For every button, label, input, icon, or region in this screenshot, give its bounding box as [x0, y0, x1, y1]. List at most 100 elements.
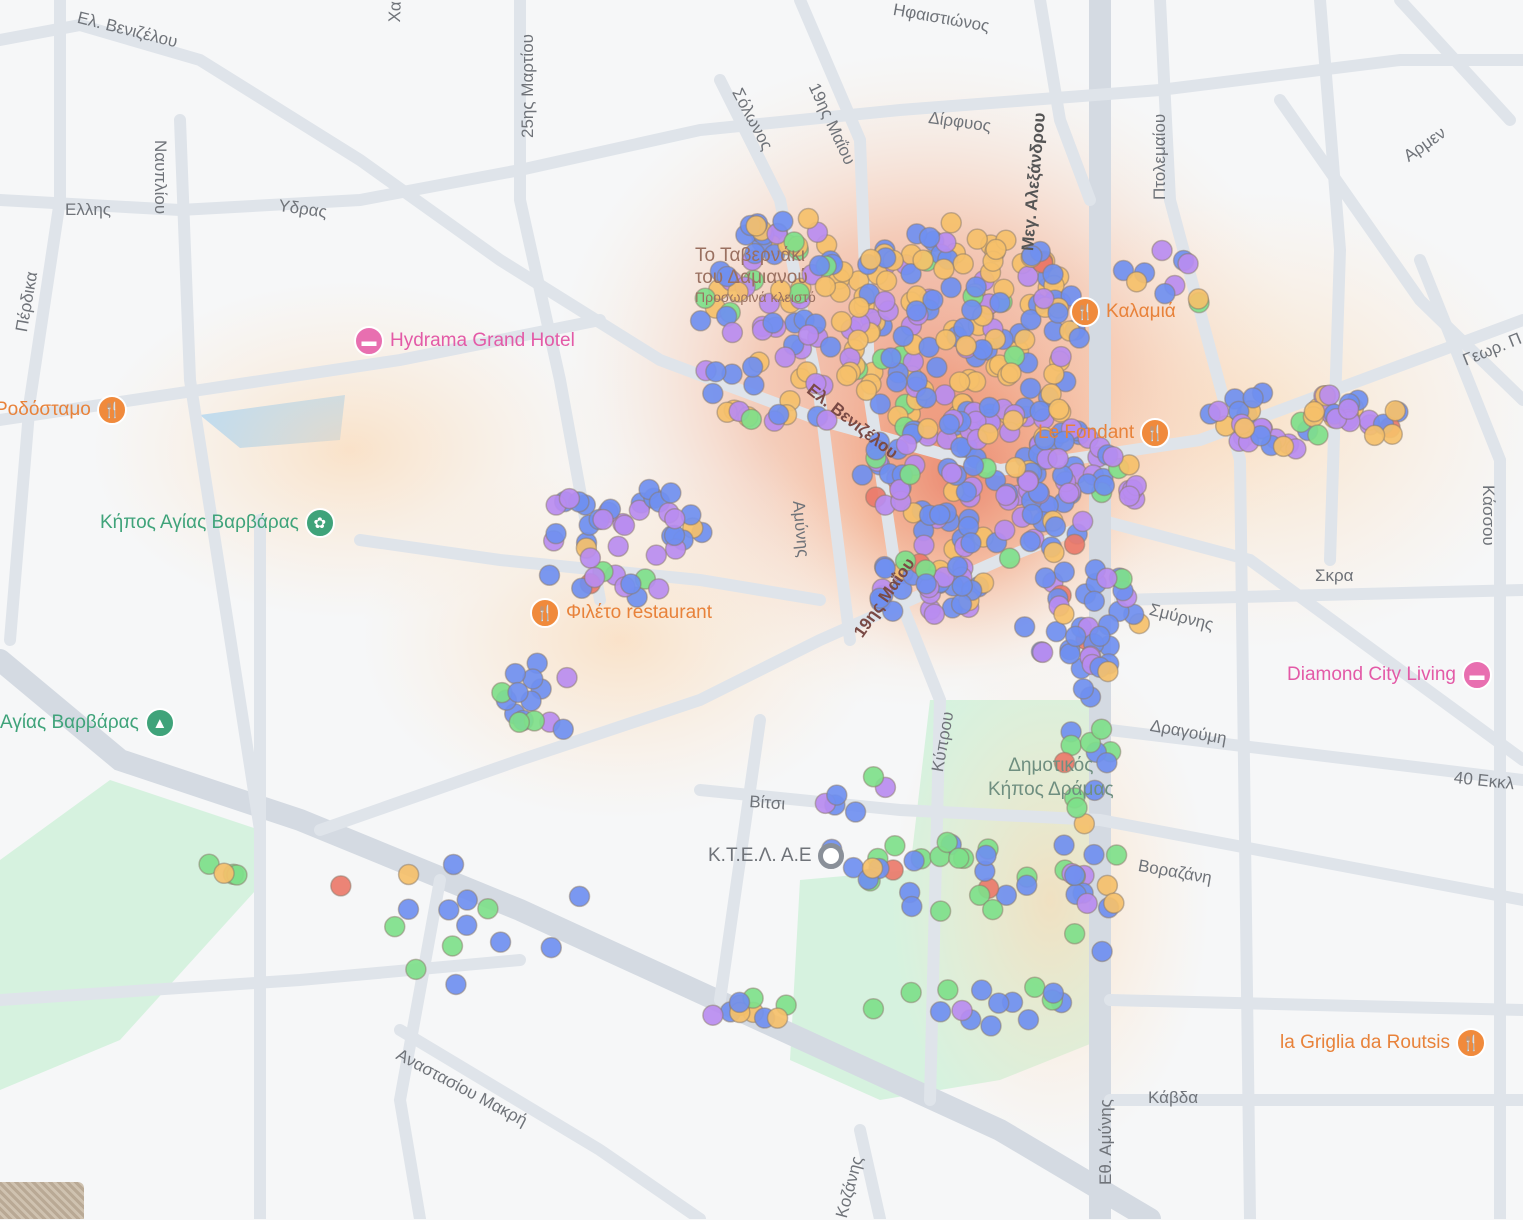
data-point — [1013, 616, 1036, 638]
data-point — [860, 248, 882, 271]
data-point — [647, 578, 670, 600]
data-point — [579, 547, 602, 569]
data-point — [1048, 398, 1070, 421]
data-point — [814, 275, 837, 298]
data-point — [901, 895, 923, 918]
data-point — [950, 593, 973, 616]
data-point — [1032, 287, 1055, 310]
poi-name: la Griglia da Routsis — [1280, 1032, 1451, 1053]
restaurant-icon: 🍴 — [96, 395, 127, 425]
data-point — [769, 279, 792, 301]
poi-status: Προσωρινά κλειστό — [695, 289, 816, 305]
data-point — [477, 897, 499, 920]
data-point — [874, 557, 896, 580]
poi-diamond-city-living[interactable]: ▬ Diamond City Living — [1287, 660, 1492, 690]
data-point — [891, 578, 913, 601]
poi-kipos-agias-varvaras[interactable]: ✿ Κήπος Αγίας Βαρβάρας — [100, 508, 335, 538]
data-point — [1053, 603, 1075, 625]
poi-name: Le Fondant — [1038, 422, 1135, 443]
data-point — [941, 462, 963, 484]
data-point — [980, 1015, 1002, 1037]
poi-ktel[interactable]: Κ.Τ.Ε.Λ. Α.Ε — [708, 843, 844, 869]
street-label: Ναυπλίου — [151, 140, 170, 215]
data-point — [1096, 874, 1119, 897]
data-point — [918, 226, 941, 249]
data-point — [1307, 424, 1329, 446]
data-point — [540, 936, 563, 959]
poi-name: Το Ταβερνάκι — [695, 245, 805, 266]
poi-la-griglia-da-routsis[interactable]: 🍴 la Griglia da Routsis — [1280, 1028, 1487, 1058]
data-point — [405, 958, 427, 981]
poi-rodostamo[interactable]: 🍴 Ροδόσταμο — [0, 395, 127, 425]
data-point — [384, 915, 406, 938]
data-point — [1053, 751, 1076, 774]
data-point — [938, 413, 961, 436]
data-point — [1105, 844, 1128, 866]
data-point — [1242, 387, 1264, 409]
data-point — [1004, 456, 1027, 479]
poi-hydrama-grand-hotel[interactable]: ▬ Hydrama Grand Hotel — [354, 326, 575, 356]
data-point — [955, 481, 978, 503]
data-point — [694, 287, 716, 310]
data-point — [583, 566, 606, 589]
data-point — [903, 850, 925, 872]
data-point — [607, 535, 629, 558]
data-point — [545, 522, 567, 545]
data-point — [929, 900, 952, 922]
data-point — [880, 347, 902, 369]
data-point — [1233, 417, 1256, 439]
data-point — [861, 857, 884, 879]
poi-taverna-damianou[interactable]: Το Ταβερνάκι του Δαμιανού Προσωρινά κλει… — [695, 245, 816, 305]
street-label: Πτολεμαίου — [1150, 113, 1169, 200]
data-point — [1091, 940, 1113, 963]
poi-name: Diamond City Living — [1287, 664, 1456, 685]
data-point — [1071, 510, 1094, 533]
data-point — [1024, 976, 1046, 998]
data-point — [1019, 377, 1042, 400]
data-point — [1337, 398, 1360, 420]
data-point — [1102, 445, 1124, 468]
poi-name: Ροδόσταμο — [0, 399, 91, 420]
data-point — [766, 1007, 789, 1029]
data-point — [1013, 329, 1036, 351]
data-point — [702, 1004, 724, 1026]
poi-dimotikos-kipos-dramas[interactable]: Δημοτικός Κήπος Δράμας — [988, 755, 1114, 801]
data-point — [1097, 660, 1119, 683]
data-point — [556, 666, 578, 689]
data-point — [740, 408, 763, 431]
data-point — [1272, 435, 1295, 458]
poi-kalamia[interactable]: 🍴 Καλαμιά — [1070, 297, 1176, 327]
layer-toggle-thumbnail[interactable] — [0, 1182, 84, 1219]
data-point — [1053, 561, 1076, 583]
poi-name: Φιλέτο restaurant — [566, 602, 712, 623]
street-label: 25ης Μαρτίου — [518, 34, 537, 138]
data-point — [1090, 718, 1113, 740]
data-point — [808, 254, 831, 277]
restaurant-icon: 🍴 — [1070, 297, 1100, 327]
data-points — [198, 207, 1409, 1037]
street-label: Χα — [385, 0, 405, 23]
poi-le-fondant[interactable]: 🍴 Le Fondant — [1038, 418, 1171, 448]
data-point — [952, 253, 974, 275]
data-point — [886, 371, 908, 393]
data-point — [1363, 424, 1386, 447]
data-point — [882, 600, 904, 622]
data-point — [552, 718, 575, 741]
poi-agias-varvaras[interactable]: ▲ Αγίας Βαρβάρας — [0, 708, 175, 738]
data-point — [1177, 252, 1199, 275]
poi-name: Δημοτικός — [1008, 755, 1094, 776]
data-point — [1019, 530, 1042, 553]
data-point — [1068, 327, 1091, 349]
data-point — [1053, 834, 1075, 856]
data-point — [975, 844, 997, 867]
data-point — [917, 417, 939, 440]
data-point — [966, 228, 989, 250]
data-point — [968, 884, 991, 906]
poi-fileto-restaurant[interactable]: 🍴 Φιλέτο restaurant — [530, 598, 712, 628]
data-point — [819, 336, 842, 358]
data-point — [716, 265, 738, 288]
street-label: Βίτσι — [748, 792, 786, 814]
data-point — [1063, 922, 1086, 945]
data-point — [1043, 541, 1065, 564]
